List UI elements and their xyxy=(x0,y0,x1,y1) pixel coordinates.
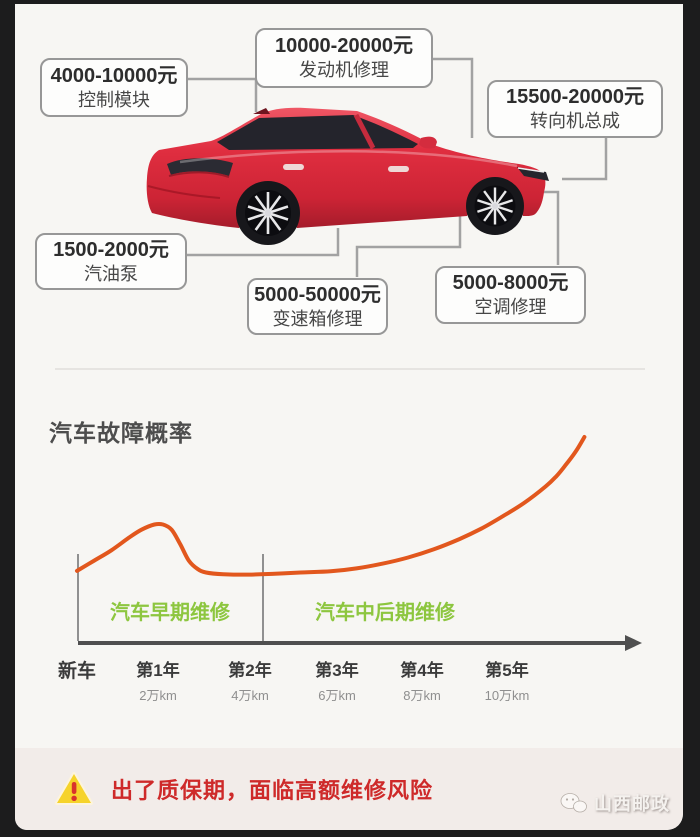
car-b-pillar xyxy=(353,113,376,150)
headlight-glint xyxy=(517,167,545,173)
callout-part: 转向机总成 xyxy=(530,111,620,132)
callout-part: 发动机修理 xyxy=(299,60,389,81)
callout-price: 1500-2000元 xyxy=(53,238,169,261)
connector-gearbox xyxy=(355,213,462,277)
x-tick-year2: 第2年 4万km xyxy=(228,661,272,703)
car-door-handle-rear xyxy=(283,164,304,170)
section-divider xyxy=(55,368,645,370)
callout-steering: 15500-20000元 转向机总成 xyxy=(487,80,663,138)
car-illustration xyxy=(146,107,549,245)
callout-part: 空调修理 xyxy=(474,297,547,318)
infographic-canvas: 4000-10000元 控制模块 10000-20000元 发动机修理 1550… xyxy=(15,4,683,830)
region-label-late: 汽车中后期维修 xyxy=(315,602,455,624)
car-antenna xyxy=(253,108,270,114)
callout-price: 10000-20000元 xyxy=(275,35,413,58)
car-shoulder-highlight xyxy=(179,149,518,168)
car-front-wheel xyxy=(466,177,524,235)
x-tick-new-car: 新车 xyxy=(57,661,96,682)
x-tick-year1: 第1年 2万km xyxy=(136,661,180,703)
callout-price: 5000-50000元 xyxy=(254,283,381,306)
watermark: 山西邮政 xyxy=(560,790,670,816)
failure-probability-chart xyxy=(75,435,642,651)
car-mirror xyxy=(419,136,437,149)
car-bumper-crease xyxy=(147,185,221,199)
callout-control-module: 4000-10000元 控制模块 xyxy=(40,58,188,117)
car-headlight xyxy=(517,167,549,181)
car-rear-wheel xyxy=(236,181,300,245)
callout-fuel-pump: 1500-2000元 汽油泵 xyxy=(35,233,187,290)
connector-aircon xyxy=(543,190,560,265)
warning-icon xyxy=(55,772,93,805)
callout-connector-lines xyxy=(187,57,608,277)
warning-text: 出了质保期，面临高额维修风险 xyxy=(111,778,434,803)
failure-probability-curve xyxy=(75,435,587,577)
x-tick-year4: 第4年 8万km xyxy=(400,661,444,703)
callout-price: 15500-20000元 xyxy=(506,86,644,109)
callout-gearbox: 5000-50000元 变速箱修理 xyxy=(247,278,388,335)
x-tick-year3: 第3年 6万km xyxy=(315,661,359,703)
callout-part: 变速箱修理 xyxy=(272,308,363,329)
connector-steering xyxy=(562,136,608,181)
callout-price: 5000-8000元 xyxy=(452,272,569,295)
connector-engine xyxy=(433,57,474,138)
watermark-text: 山西邮政 xyxy=(594,794,670,814)
warning-banner: 出了质保期，面临高额维修风险 xyxy=(15,748,683,830)
region-label-early: 汽车早期维修 xyxy=(110,602,230,624)
connector-fuel-pump xyxy=(187,228,340,257)
x-tick-year5: 第5年 10万km xyxy=(484,661,530,703)
callout-part: 控制模块 xyxy=(78,89,150,110)
x-axis-arrowhead xyxy=(625,635,642,651)
car-windows xyxy=(217,115,418,150)
callout-part: 汽油泵 xyxy=(84,263,138,284)
car-door-handle-front xyxy=(388,166,409,172)
callout-price: 4000-10000元 xyxy=(50,64,178,87)
callout-aircon: 5000-8000元 空调修理 xyxy=(435,266,586,324)
callout-engine: 10000-20000元 发动机修理 xyxy=(255,28,433,88)
wechat-icon xyxy=(560,792,587,812)
car-taillight xyxy=(167,158,233,176)
taillight-underline xyxy=(168,171,230,178)
chart-title: 汽车故障概率 xyxy=(49,420,193,446)
